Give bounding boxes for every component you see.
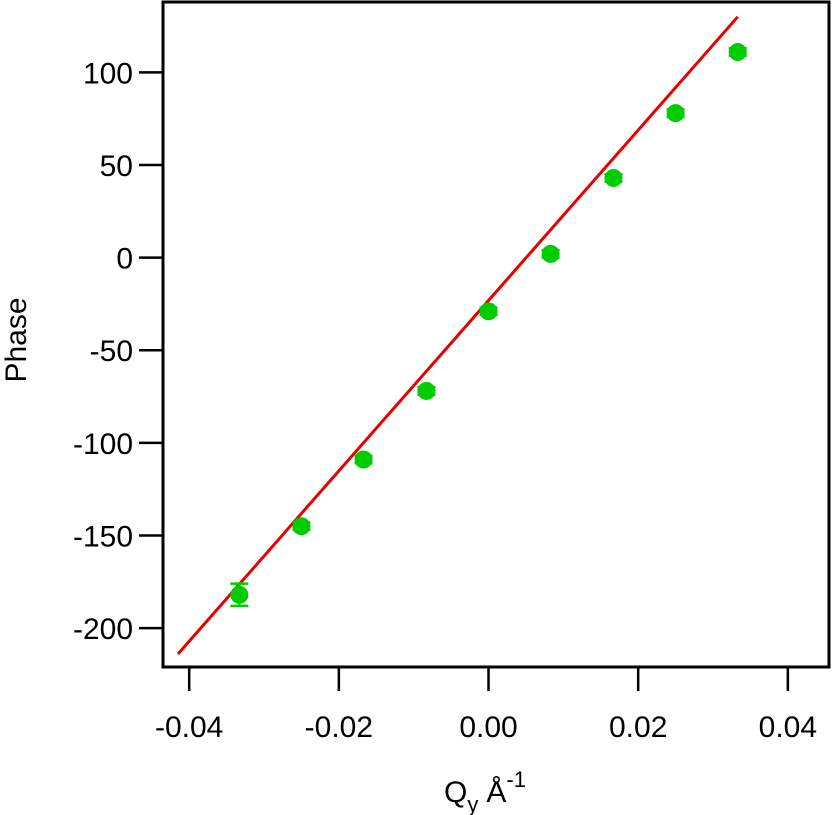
x-tick-label: -0.04 (155, 711, 223, 744)
data-point (604, 168, 623, 187)
data-point (354, 450, 373, 469)
x-axis-title-unit: Å (486, 776, 506, 809)
y-tick-label: -50 (90, 335, 133, 368)
y-tick-label: -100 (73, 428, 133, 461)
y-tick-label: -200 (73, 613, 133, 646)
y-axis-title: Phase (0, 297, 33, 382)
data-point (230, 585, 249, 604)
fit-line (176, 15, 739, 656)
data-point (666, 104, 685, 123)
fit-line-group (176, 15, 739, 656)
axis-ticks: -0.04 -0.02 0.00 0.02 0.04 -200 -150 -100 -50 0 50… (73, 57, 817, 744)
plot-frame (161, 0, 831, 669)
x-tick-label: 0.04 (759, 711, 817, 744)
x-axis-title-q: Q (444, 776, 467, 809)
data-point (292, 517, 311, 536)
y-tick-label: 0 (116, 243, 133, 276)
data-point (479, 302, 498, 321)
data-point (541, 244, 560, 263)
x-tick-label: 0.00 (459, 711, 517, 744)
data-point (417, 381, 436, 400)
x-axis-title-subscript: y (467, 792, 478, 815)
data-points-group (230, 43, 747, 608)
x-tick-label: -0.02 (305, 711, 373, 744)
y-tick-label: 50 (100, 150, 133, 183)
x-axis-title-superscript: -1 (506, 767, 526, 792)
x-axis-title: Qy Å-1 (444, 767, 526, 815)
x-tick-label: 0.02 (609, 711, 667, 744)
y-tick-label: -150 (73, 520, 133, 553)
y-tick-label: 100 (83, 57, 133, 90)
data-point (728, 43, 747, 62)
